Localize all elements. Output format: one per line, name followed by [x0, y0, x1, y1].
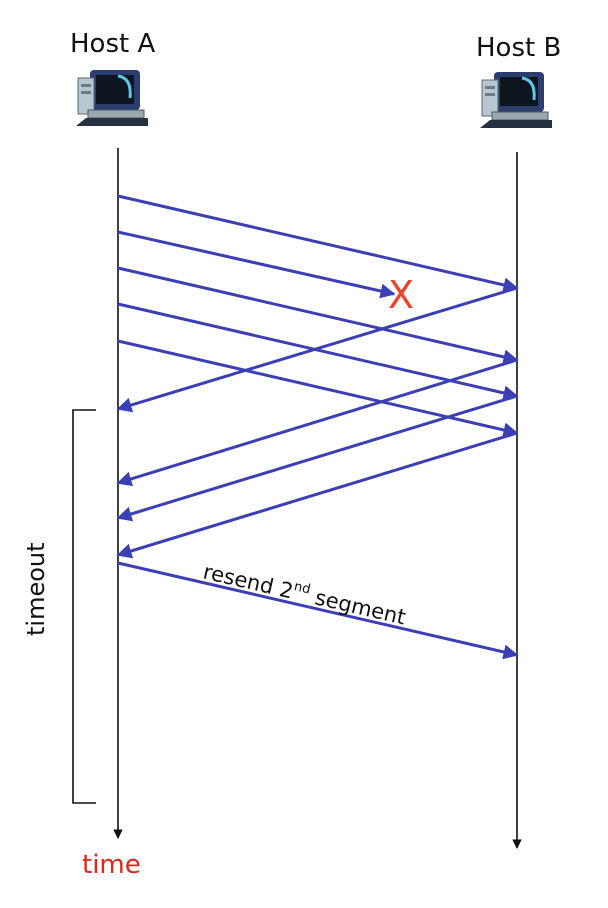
ack-arrow: [116, 358, 518, 487]
resend-label: resend 2nd segment: [201, 559, 408, 630]
time-label: time: [82, 850, 141, 880]
ack-arrow: [116, 394, 518, 522]
lost-marker: X: [388, 273, 414, 317]
host-a-label: Host A: [70, 29, 155, 59]
timeout-label: timeout: [22, 542, 50, 636]
computer-icon: [76, 70, 148, 126]
lost-segment-arrow: [117, 230, 396, 299]
segment-arrow: [117, 266, 519, 365]
segment-arrow: [117, 194, 519, 293]
segment-arrow: [117, 339, 519, 438]
host-b-label: Host B: [476, 33, 561, 63]
computer-icon: [480, 72, 552, 128]
resend-arrow: [117, 561, 519, 660]
timeout-bracket: [72, 409, 96, 804]
ack-arrow: [116, 286, 518, 413]
ack-arrow: [116, 431, 518, 559]
